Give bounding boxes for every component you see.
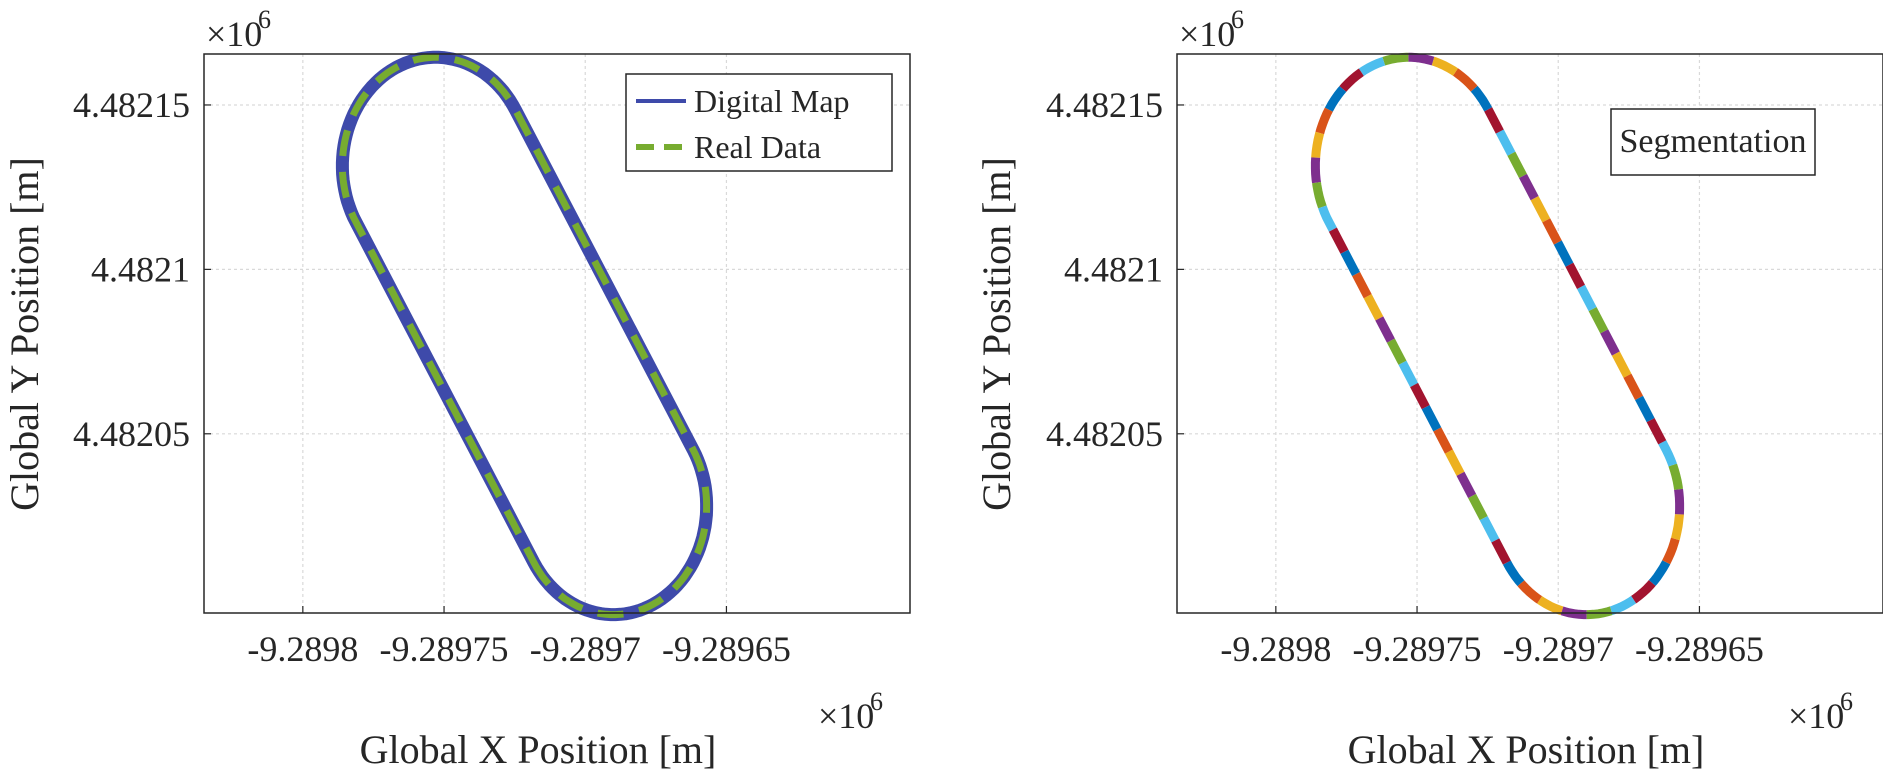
left-x-tick-label: -9.2897 bbox=[530, 629, 641, 669]
right-x-tick-label: -9.28965 bbox=[1635, 629, 1764, 669]
right-x-tick-label: -9.2897 bbox=[1503, 629, 1614, 669]
left-x-tick-label: -9.28965 bbox=[662, 629, 791, 669]
right-chart-panel: -9.2898 -9.28975 -9.2897 -9.28965 4.482054.… bbox=[974, 5, 1883, 772]
left-y-axis-label: Global Y Position [m] bbox=[2, 157, 47, 511]
legend-digital-map-label: Digital Map bbox=[694, 83, 850, 119]
track-segment bbox=[1310, 52, 1685, 620]
left-y-tick-label: 4.48215 bbox=[73, 85, 190, 125]
real-data-line bbox=[338, 53, 711, 619]
right-y-tick-label: 4.48215 bbox=[1046, 85, 1163, 125]
right-y-multiplier: ×10 6 bbox=[1179, 5, 1244, 54]
right-x-multiplier-exp: 6 bbox=[1840, 687, 1853, 716]
left-y-tick-labels: 4.48205 4.4821 4.48215 bbox=[73, 85, 190, 454]
left-x-tick-labels: -9.2898 -9.28975 -9.2897 -9.28965 bbox=[247, 629, 791, 669]
left-y-multiplier: ×10 6 bbox=[206, 5, 271, 54]
right-plot-frame bbox=[1176, 53, 1883, 614]
right-legend-box bbox=[1610, 108, 1816, 176]
left-x-multiplier-base: ×10 bbox=[818, 696, 874, 736]
right-segmented-track bbox=[1310, 52, 1685, 620]
legend-real-data-label: Real Data bbox=[694, 129, 821, 165]
right-x-multiplier-base: ×10 bbox=[1788, 696, 1844, 736]
left-y-tick-label: 4.4821 bbox=[91, 249, 190, 289]
left-x-tick-label: -9.2898 bbox=[247, 629, 358, 669]
track-segment bbox=[1310, 52, 1685, 620]
right-y-axis-label: Global Y Position [m] bbox=[974, 157, 1019, 511]
left-y-tick-label: 4.48205 bbox=[73, 414, 190, 454]
left-x-axis-label: Global X Position [m] bbox=[360, 727, 717, 772]
track-segment bbox=[1310, 52, 1685, 620]
right-legend: Segmentation bbox=[1610, 108, 1816, 176]
right-x-tick-label: -9.2898 bbox=[1220, 629, 1331, 669]
left-x-multiplier-exp: 6 bbox=[870, 687, 883, 716]
right-x-tick-labels: -9.2898 -9.28975 -9.2897 -9.28965 bbox=[1220, 629, 1764, 669]
right-y-multiplier-exp: 6 bbox=[1231, 5, 1244, 34]
left-x-multiplier: ×10 6 bbox=[818, 687, 883, 736]
legend-segmentation-label: Segmentation bbox=[1620, 123, 1807, 160]
left-y-multiplier-exp: 6 bbox=[258, 5, 271, 34]
right-x-multiplier: ×10 6 bbox=[1788, 687, 1853, 736]
left-plot-frame bbox=[203, 53, 911, 614]
right-y-tick-labels: 4.48205 4.4821 4.48215 bbox=[1046, 85, 1163, 454]
right-y-tick-label: 4.48205 bbox=[1046, 414, 1163, 454]
left-y-multiplier-base: ×10 bbox=[206, 14, 262, 54]
left-legend-box bbox=[625, 73, 893, 172]
right-grid bbox=[1177, 54, 1883, 613]
right-x-tick-label: -9.28975 bbox=[1353, 629, 1482, 669]
left-track bbox=[335, 50, 714, 622]
left-chart-panel: -9.2898 -9.28975 -9.2897 -9.28965 4.482054.… bbox=[2, 5, 911, 772]
right-y-tick-label: 4.4821 bbox=[1064, 249, 1163, 289]
right-y-multiplier-base: ×10 bbox=[1179, 14, 1235, 54]
right-x-axis-label: Global X Position [m] bbox=[1348, 727, 1705, 772]
left-x-tick-label: -9.28975 bbox=[380, 629, 509, 669]
left-legend: Digital Map Real Data bbox=[625, 73, 893, 172]
